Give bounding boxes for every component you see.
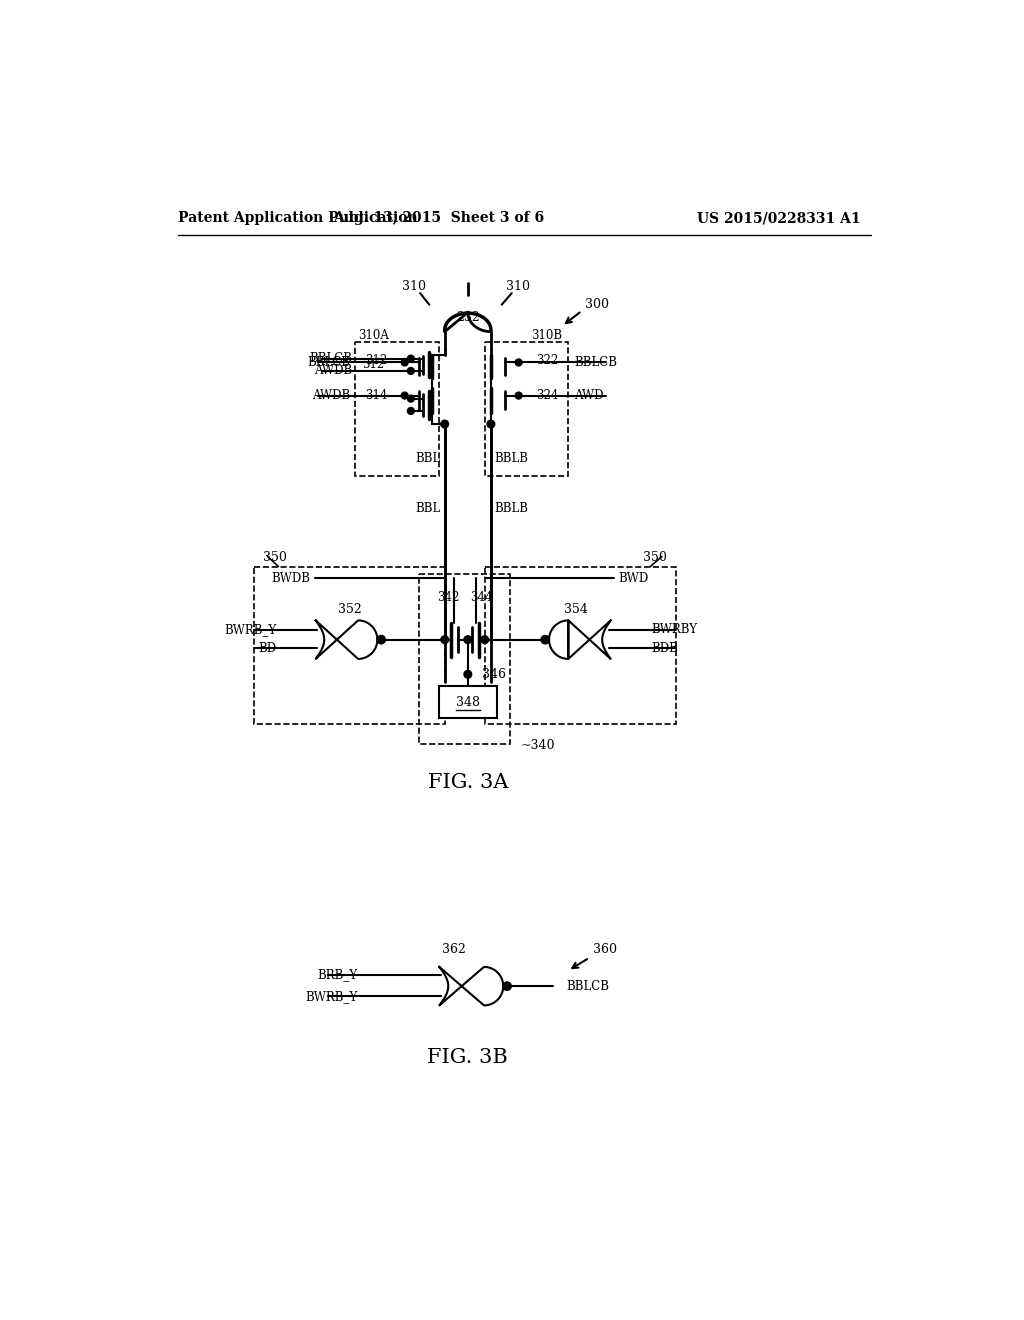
Text: 232: 232 xyxy=(456,312,479,325)
Polygon shape xyxy=(439,966,503,1006)
Circle shape xyxy=(464,636,472,644)
Bar xyxy=(254,566,444,725)
Circle shape xyxy=(441,636,449,644)
Circle shape xyxy=(464,671,472,678)
Text: BWDB: BWDB xyxy=(271,572,310,585)
Circle shape xyxy=(401,392,408,399)
Text: BWRB_Y: BWRB_Y xyxy=(224,623,276,636)
Text: Patent Application Publication: Patent Application Publication xyxy=(178,211,418,226)
Text: BBL: BBL xyxy=(416,453,441,465)
Text: 342: 342 xyxy=(437,591,460,603)
Text: BBLCB: BBLCB xyxy=(574,356,617,370)
Bar xyxy=(484,342,568,477)
Text: FIG. 3A: FIG. 3A xyxy=(428,772,508,792)
Circle shape xyxy=(408,368,414,374)
Bar xyxy=(438,686,497,718)
Text: BD: BD xyxy=(259,642,276,655)
Text: AWDB: AWDB xyxy=(314,364,352,378)
Text: US 2015/0228331 A1: US 2015/0228331 A1 xyxy=(696,211,860,226)
Text: BWRBY: BWRBY xyxy=(651,623,697,636)
Circle shape xyxy=(515,392,521,399)
Text: 314: 314 xyxy=(366,389,388,403)
Bar xyxy=(355,342,438,477)
Circle shape xyxy=(542,636,549,644)
Text: BWRB_Y: BWRB_Y xyxy=(305,990,357,1003)
Circle shape xyxy=(441,420,449,428)
Text: BWD: BWD xyxy=(618,572,649,585)
Circle shape xyxy=(487,420,495,428)
Circle shape xyxy=(408,408,414,414)
Circle shape xyxy=(408,396,414,401)
Text: AWD: AWD xyxy=(574,389,603,403)
Text: 310B: 310B xyxy=(530,329,562,342)
Text: BBLB: BBLB xyxy=(495,453,528,465)
Text: 310A: 310A xyxy=(358,329,389,342)
Text: 312: 312 xyxy=(366,354,388,367)
Bar xyxy=(419,574,510,743)
Text: FIG. 3B: FIG. 3B xyxy=(427,1048,508,1068)
Text: Aug. 13, 2015  Sheet 3 of 6: Aug. 13, 2015 Sheet 3 of 6 xyxy=(333,211,544,226)
Text: BBLB: BBLB xyxy=(495,502,528,515)
Text: 350: 350 xyxy=(263,550,287,564)
Text: BRB_Y: BRB_Y xyxy=(317,968,357,981)
Text: BBLCB: BBLCB xyxy=(309,352,352,366)
Text: BBLCB: BBLCB xyxy=(566,979,609,993)
Text: 300: 300 xyxy=(585,298,609,312)
Text: ~340: ~340 xyxy=(520,739,555,751)
Text: 310: 310 xyxy=(506,280,529,293)
Text: 348: 348 xyxy=(456,696,480,709)
Circle shape xyxy=(515,359,521,366)
Bar xyxy=(484,566,676,725)
Text: 360: 360 xyxy=(593,944,616,957)
Circle shape xyxy=(481,636,488,644)
Circle shape xyxy=(408,355,414,362)
Polygon shape xyxy=(315,620,377,659)
Circle shape xyxy=(401,359,408,366)
Text: 310: 310 xyxy=(401,280,426,293)
Text: 354: 354 xyxy=(563,603,588,616)
Text: 324: 324 xyxy=(537,389,559,403)
Text: 346: 346 xyxy=(481,668,506,681)
Text: BBL: BBL xyxy=(416,502,441,515)
Text: BBLCB: BBLCB xyxy=(308,356,351,370)
Text: 322: 322 xyxy=(537,354,559,367)
Text: 352: 352 xyxy=(338,603,361,616)
Text: BDB: BDB xyxy=(651,642,678,655)
Text: AWDB: AWDB xyxy=(312,389,351,403)
Text: 312: 312 xyxy=(362,358,385,371)
Text: 344: 344 xyxy=(470,591,493,603)
Circle shape xyxy=(378,636,385,644)
Text: 362: 362 xyxy=(442,944,466,957)
Polygon shape xyxy=(549,620,610,659)
Text: 350: 350 xyxy=(643,550,667,564)
Circle shape xyxy=(503,982,511,990)
